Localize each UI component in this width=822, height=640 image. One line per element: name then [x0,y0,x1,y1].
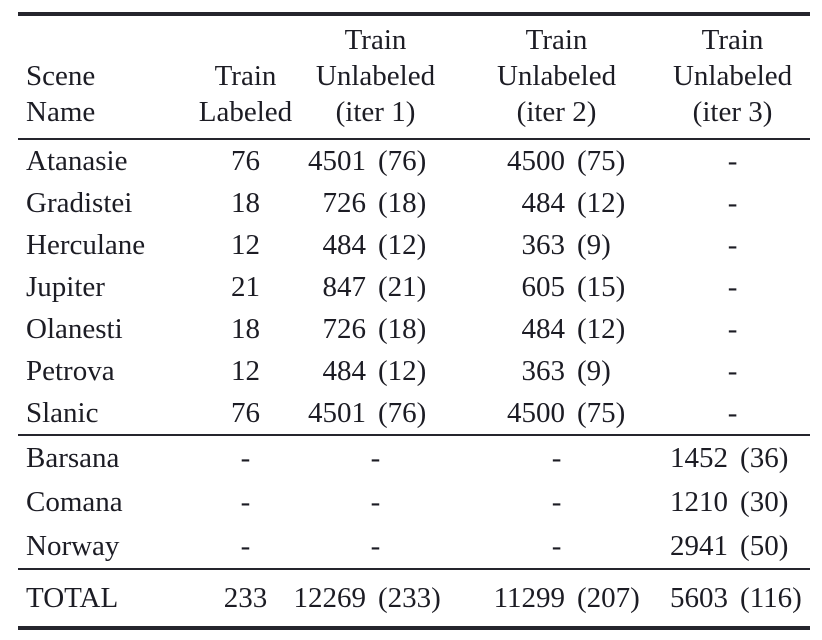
iter3-paren-cell: (36) [740,442,789,474]
iter2-count-cell: 4500 [507,397,566,429]
unlabeled-only-scenes-group: Barsana - - - 1452 (36) Comana - - - 121… [18,435,811,569]
iter3-count-cell: 2941 [670,530,729,562]
train-unlabeled-iter1-header: Train Unlabeled (iter 1) [315,24,436,128]
table-row: Slanic 76 4501 (76) 4500 (75) - [18,392,810,435]
iter2-count-cell: 363 [521,229,566,261]
train-unlabeled-iter3-header: Train Unlabeled (iter 3) [672,24,793,128]
iter3-paren-cell: (50) [740,530,789,562]
iter2-paren-cell: (75) [577,145,626,177]
iter1-paren-cell: (76) [378,145,427,177]
iter3-dash-cell: - [727,271,738,303]
iter2-paren-cell: (9) [577,229,611,261]
iter3-count-cell: 1210 [670,486,729,518]
iter3-dash-cell: - [727,355,738,387]
dataset-split-table: Scene Name Train Labeled Train Unlabeled… [18,12,811,630]
total-label-cell: TOTAL [26,582,119,614]
table-row: Atanasie 76 4501 (76) 4500 (75) - [18,139,810,182]
iter3-dash-cell: - [727,397,738,429]
total-group: TOTAL 233 12269 (233) 11299 (207) 5603 (… [18,569,811,628]
iter1-paren-cell: (76) [378,397,427,429]
iter2-dash-cell: - [551,442,562,474]
iter1-paren-cell: (18) [378,187,427,219]
iter1-count-cell: 726 [322,313,367,345]
labeled-cell: 18 [231,313,260,345]
total-labeled-cell: 233 [223,582,268,614]
scene-name-cell: Barsana [26,442,120,474]
iter2-count-cell: 605 [521,271,566,303]
table-row: Herculane 12 484 (12) 363 (9) - [18,224,810,266]
train-unlabeled-iter2-header: Train Unlabeled (iter 2) [496,24,617,128]
total-iter3-count-cell: 5603 [670,582,729,614]
iter2-count-cell: 484 [521,187,566,219]
iter1-count-cell: 726 [322,187,367,219]
iter3-dash-cell: - [727,229,738,261]
iter2-dash-cell: - [551,530,562,562]
labeled-cell: 18 [231,187,260,219]
labeled-dash-cell: - [240,486,251,518]
table-row: Gradistei 18 726 (18) 484 (12) - [18,182,810,224]
iter3-paren-cell: (30) [740,486,789,518]
iter1-paren-cell: (12) [378,229,427,261]
total-iter1-count-cell: 12269 [293,582,367,614]
iter1-dash-cell: - [370,442,381,474]
train-labeled-header: Train Labeled [198,60,293,128]
labeled-cell: 12 [231,229,260,261]
labeled-dash-cell: - [240,442,251,474]
iter3-dash-cell: - [727,187,738,219]
total-iter2-paren-cell: (207) [577,582,640,614]
iter2-paren-cell: (12) [577,187,626,219]
labeled-cell: 12 [231,355,260,387]
iter2-paren-cell: (15) [577,271,626,303]
iter1-count-cell: 484 [322,355,367,387]
table-row: Norway - - - 2941 (50) [18,524,810,569]
iter3-dash-cell: - [727,313,738,345]
iter2-count-cell: 484 [521,313,566,345]
labeled-cell: 76 [231,397,260,429]
iter2-count-cell: 363 [521,355,566,387]
labeled-scenes-group: Atanasie 76 4501 (76) 4500 (75) - Gradis… [18,139,810,435]
scene-name-cell: Norway [26,530,120,562]
table-row: Olanesti 18 726 (18) 484 (12) - [18,308,810,350]
iter1-dash-cell: - [370,486,381,518]
iter1-paren-cell: (21) [378,271,427,303]
scene-name-cell: Petrova [26,355,115,387]
scene-name-cell: Slanic [26,397,99,429]
table-header: Scene Name Train Labeled Train Unlabeled… [18,14,811,139]
scene-name-cell: Gradistei [26,187,133,219]
table-row: Barsana - - - 1452 (36) [18,435,811,480]
total-row: TOTAL 233 12269 (233) 11299 (207) 5603 (… [18,569,811,628]
iter2-paren-cell: (12) [577,313,626,345]
iter1-count-cell: 4501 [308,397,366,429]
table-row: Jupiter 21 847 (21) 605 (15) - [18,266,810,308]
total-iter3-paren-cell: (116) [740,582,802,614]
iter3-dash-cell: - [727,145,738,177]
labeled-dash-cell: - [240,530,251,562]
table-row: Petrova 12 484 (12) 363 (9) - [18,350,810,392]
labeled-cell: 76 [231,145,260,177]
iter3-count-cell: 1452 [670,442,729,474]
iter1-count-cell: 4501 [308,145,366,177]
total-iter2-count-cell: 11299 [493,582,566,614]
iter2-dash-cell: - [551,486,562,518]
scene-name-header: Scene Name [26,60,96,128]
header-row: Scene Name Train Labeled Train Unlabeled… [18,14,811,139]
scene-name-cell: Atanasie [26,145,128,177]
iter1-count-cell: 484 [322,229,367,261]
scene-name-cell: Comana [26,486,123,518]
scene-name-cell: Olanesti [26,313,123,345]
iter1-paren-cell: (12) [378,355,427,387]
scene-name-cell: Herculane [26,229,146,261]
iter2-paren-cell: (75) [577,397,626,429]
iter1-dash-cell: - [370,530,381,562]
total-iter1-paren-cell: (233) [378,582,441,614]
iter2-count-cell: 4500 [507,145,566,177]
table-row: Comana - - - 1210 (30) [18,480,810,524]
iter1-count-cell: 847 [322,271,367,303]
labeled-cell: 21 [231,271,260,303]
iter2-paren-cell: (9) [577,355,611,387]
scene-name-cell: Jupiter [26,271,105,303]
iter1-paren-cell: (18) [378,313,427,345]
